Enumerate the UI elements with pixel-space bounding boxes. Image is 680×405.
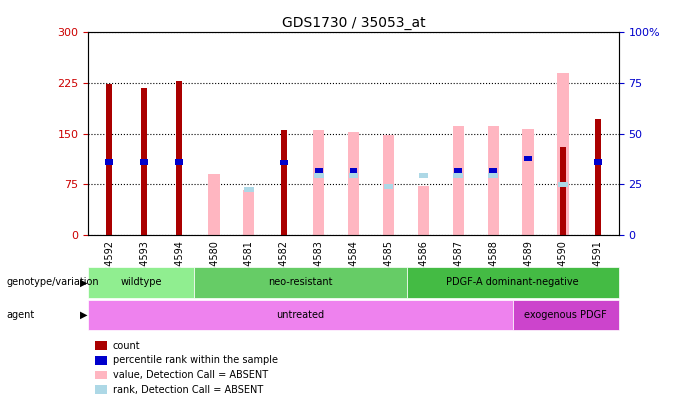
Bar bbox=[453, 126, 464, 235]
Bar bbox=[313, 130, 324, 235]
Bar bbox=[418, 186, 429, 235]
Text: ▶: ▶ bbox=[80, 277, 88, 288]
Bar bbox=[524, 156, 532, 161]
Bar bbox=[105, 159, 113, 165]
Bar bbox=[488, 126, 498, 235]
Bar bbox=[349, 173, 358, 178]
Text: genotype/variation: genotype/variation bbox=[7, 277, 99, 288]
Bar bbox=[314, 173, 324, 178]
Text: neo-resistant: neo-resistant bbox=[269, 277, 333, 288]
Bar bbox=[176, 81, 182, 235]
Bar bbox=[595, 119, 601, 235]
Bar bbox=[560, 147, 566, 235]
Text: wildtype: wildtype bbox=[120, 277, 163, 288]
Bar bbox=[418, 173, 428, 178]
Text: ▶: ▶ bbox=[80, 310, 88, 320]
Bar bbox=[454, 173, 463, 178]
Bar bbox=[243, 190, 254, 235]
Bar bbox=[280, 160, 288, 165]
Bar bbox=[594, 159, 602, 165]
Text: untreated: untreated bbox=[277, 310, 324, 320]
Bar bbox=[141, 88, 148, 235]
Bar bbox=[488, 173, 498, 178]
Bar bbox=[175, 159, 183, 165]
Bar bbox=[281, 130, 287, 235]
Text: value, Detection Call = ABSENT: value, Detection Call = ABSENT bbox=[113, 370, 268, 380]
Text: exogenous PDGF: exogenous PDGF bbox=[524, 310, 607, 320]
Title: GDS1730 / 35053_at: GDS1730 / 35053_at bbox=[282, 16, 426, 30]
Bar bbox=[106, 84, 112, 235]
Text: percentile rank within the sample: percentile rank within the sample bbox=[113, 356, 278, 365]
Bar bbox=[209, 174, 220, 235]
Bar bbox=[315, 168, 322, 173]
Bar bbox=[383, 135, 394, 235]
Bar bbox=[522, 129, 534, 235]
Bar bbox=[348, 132, 359, 235]
Bar bbox=[454, 168, 462, 173]
Bar bbox=[140, 159, 148, 165]
Text: PDGF-A dominant-negative: PDGF-A dominant-negative bbox=[446, 277, 579, 288]
Text: rank, Detection Call = ABSENT: rank, Detection Call = ABSENT bbox=[113, 385, 263, 394]
Bar bbox=[490, 168, 497, 173]
Bar bbox=[244, 187, 254, 192]
Bar bbox=[384, 183, 393, 189]
Bar bbox=[350, 168, 358, 173]
Text: agent: agent bbox=[7, 310, 35, 320]
Bar bbox=[558, 181, 568, 187]
Bar bbox=[558, 73, 568, 235]
Text: count: count bbox=[113, 341, 141, 351]
